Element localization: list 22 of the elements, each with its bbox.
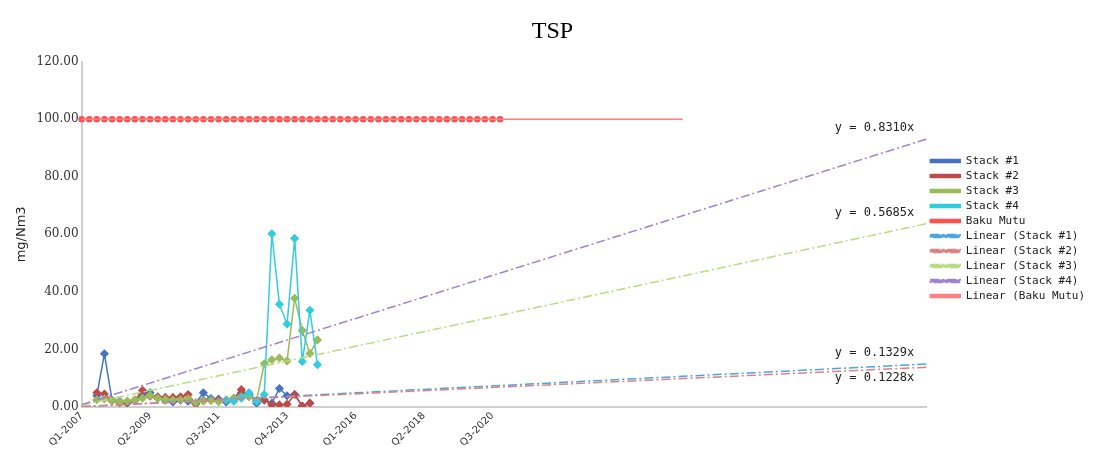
chart-title: TSP <box>531 16 574 43</box>
legend-label: Linear (Stack #2) <box>965 243 1079 257</box>
legend-label: Linear (Stack #4) <box>965 273 1079 287</box>
annotation: y = 0.5685x <box>834 204 915 219</box>
y-tick-label: 60.00 <box>44 226 79 241</box>
annotation: y = 0.1228x <box>834 370 915 385</box>
legend-label: Linear (Baku Mutu) <box>965 288 1086 302</box>
legend-label: Linear (Stack #3) <box>965 258 1079 272</box>
y-axis-title: mg/Nm3 <box>13 206 29 263</box>
legend-label: Stack #2 <box>965 168 1019 182</box>
legend-label: Linear (Stack #1) <box>965 228 1079 242</box>
annotation: y = 0.1329x <box>834 345 915 360</box>
legend-label: Baku Mutu <box>965 213 1026 227</box>
legend-label: Stack #1 <box>965 153 1019 167</box>
y-tick-label: 80.00 <box>44 168 79 183</box>
y-tick-label: 40.00 <box>44 283 79 298</box>
annotation: y = 0.8310x <box>834 120 915 135</box>
legend-label: Stack #4 <box>965 198 1020 212</box>
y-tick-label: 120.00 <box>36 53 79 68</box>
y-tick-label: 100.00 <box>36 111 79 126</box>
legend-label: Stack #3 <box>965 183 1019 197</box>
y-tick-label: 20.00 <box>44 341 79 356</box>
